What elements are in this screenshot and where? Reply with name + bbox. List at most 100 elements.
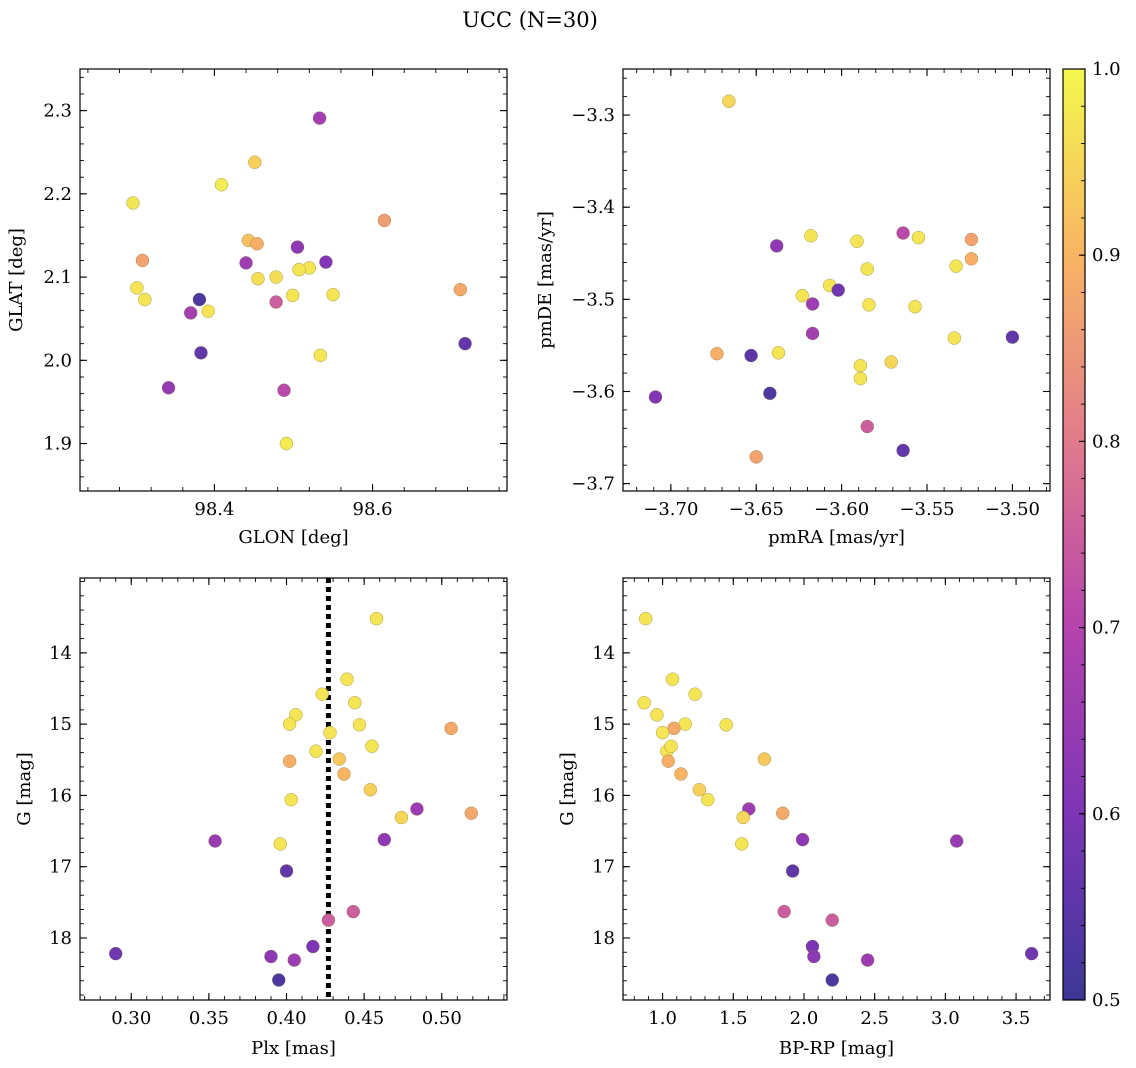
y-tick-label: 17 bbox=[592, 857, 615, 878]
panel-plx-g: 0.30 0.35 0.40 0.45 0.50 14 15 16 17 18 Plx [mas]… bbox=[14, 577, 508, 1059]
x-tick-label: 2.5 bbox=[860, 1008, 889, 1029]
scatter-point bbox=[722, 94, 736, 108]
scatter-point bbox=[287, 953, 302, 967]
x-tick-label: 0.45 bbox=[344, 1008, 384, 1029]
x-tick-label: 0.50 bbox=[422, 1008, 462, 1029]
scatter-point bbox=[464, 806, 479, 820]
scatter-point bbox=[807, 949, 821, 964]
x-tick-label: −3.60 bbox=[814, 499, 869, 520]
figure-title: UCC (N=30) bbox=[462, 8, 598, 32]
x-tick-label: −3.65 bbox=[729, 499, 784, 520]
colorbar-gradient bbox=[1063, 69, 1085, 1000]
scatter-point bbox=[183, 306, 198, 320]
scatter-point bbox=[964, 252, 979, 266]
y-axis-label: G [mag] bbox=[557, 752, 578, 825]
scatter-point bbox=[710, 346, 724, 361]
scatter-point bbox=[394, 810, 409, 825]
scatter-point bbox=[306, 939, 320, 954]
scatter-point bbox=[352, 718, 367, 732]
x-tick-label: −3.55 bbox=[899, 499, 954, 520]
panel-bprp-g: 1.0 1.5 2.0 2.5 3.0 3.5 14 15 16 17 18 BP-RP [mag]… bbox=[557, 577, 1051, 1059]
scatter-point bbox=[964, 232, 979, 247]
scatter-point bbox=[444, 721, 458, 736]
x-tick-label: 0.30 bbox=[111, 1008, 151, 1029]
y-axis-label: pmDE [mas/yr] bbox=[535, 211, 556, 349]
y-tick-label: 18 bbox=[592, 928, 615, 949]
scatter-point bbox=[201, 304, 215, 318]
scatter-point bbox=[749, 450, 763, 464]
y-axis-label: G [mag] bbox=[14, 752, 35, 825]
scatter-point bbox=[860, 262, 874, 276]
y-tick-label: −3.5 bbox=[571, 289, 615, 310]
scatter-point bbox=[1005, 330, 1020, 344]
scatter-point bbox=[369, 611, 384, 626]
x-tick-label: 1.0 bbox=[648, 1008, 677, 1029]
scatter-point bbox=[949, 834, 964, 848]
scatter-point bbox=[248, 155, 262, 169]
scatter-point bbox=[911, 230, 926, 245]
scatter-point bbox=[804, 229, 818, 243]
y-tick-label: 15 bbox=[592, 714, 615, 735]
colorbar-tick-label: 0.8 bbox=[1092, 431, 1121, 452]
scatter-point bbox=[290, 240, 305, 254]
scatter-point bbox=[665, 672, 680, 686]
scatter-point bbox=[853, 358, 868, 373]
scatter-point bbox=[277, 383, 291, 398]
scatter-point bbox=[363, 782, 378, 797]
scatter-point bbox=[769, 239, 784, 253]
scatter-point bbox=[744, 348, 758, 363]
scatter-point bbox=[161, 381, 176, 395]
scatter-point bbox=[949, 259, 963, 273]
scatter-point bbox=[735, 837, 749, 851]
x-tick-label: 3.0 bbox=[931, 1008, 960, 1029]
scatter-point bbox=[138, 292, 152, 307]
x-axis-label: pmRA [mas/yr] bbox=[768, 527, 905, 548]
scatter-point bbox=[637, 695, 651, 710]
y-tick-label: 17 bbox=[49, 857, 72, 878]
scatter-point bbox=[312, 111, 327, 125]
scatter-point bbox=[135, 253, 150, 268]
scatter-point bbox=[282, 754, 297, 768]
y-tick-label: 16 bbox=[49, 785, 72, 806]
colorbar-tick-label: 0.6 bbox=[1092, 804, 1121, 825]
scatter-point bbox=[279, 436, 294, 451]
scatter-point bbox=[763, 386, 777, 401]
colorbar-tick-label: 0.5 bbox=[1092, 990, 1121, 1011]
scatter-point bbox=[319, 255, 333, 269]
scatter-point bbox=[860, 419, 874, 434]
scatter-point bbox=[365, 739, 379, 753]
scatter-point bbox=[315, 687, 329, 701]
scatter-point bbox=[661, 754, 675, 768]
scatter-point bbox=[292, 262, 306, 277]
scatter-point bbox=[947, 331, 962, 345]
scatter-point bbox=[279, 864, 294, 878]
scatter-point bbox=[377, 213, 392, 228]
y-tick-label: 16 bbox=[592, 785, 615, 806]
y-tick-label: 15 bbox=[49, 714, 72, 735]
x-axis-label: BP-RP [mag] bbox=[779, 1038, 894, 1059]
scatter-point bbox=[337, 767, 351, 781]
x-tick-label: 3.5 bbox=[1002, 1008, 1031, 1029]
scatter-point bbox=[208, 834, 222, 848]
y-tick-label: −3.4 bbox=[571, 197, 615, 218]
scatter-point bbox=[853, 371, 868, 386]
x-tick-label: 2.0 bbox=[790, 1008, 819, 1029]
scatter-point bbox=[678, 717, 692, 731]
scatter-point bbox=[795, 288, 810, 303]
y-tick-label: 14 bbox=[49, 643, 72, 664]
scatter-point bbox=[239, 256, 253, 270]
y-tick-label: 1.9 bbox=[43, 434, 72, 455]
scatter-point bbox=[192, 292, 207, 307]
x-tick-label: 1.5 bbox=[719, 1008, 748, 1029]
scatter-point bbox=[269, 270, 283, 284]
scatter-point bbox=[194, 346, 208, 360]
scatter-point bbox=[271, 973, 286, 987]
x-tick-label: 98.6 bbox=[353, 499, 393, 520]
scatter-point bbox=[664, 739, 678, 753]
colorbar: 0.5 0.6 0.7 0.8 0.9 1.0 bbox=[1062, 59, 1121, 1011]
scatter-point bbox=[273, 837, 288, 851]
x-tick-label: −3.70 bbox=[643, 499, 698, 520]
scatter-point bbox=[313, 348, 328, 363]
scatter-point bbox=[458, 336, 472, 351]
